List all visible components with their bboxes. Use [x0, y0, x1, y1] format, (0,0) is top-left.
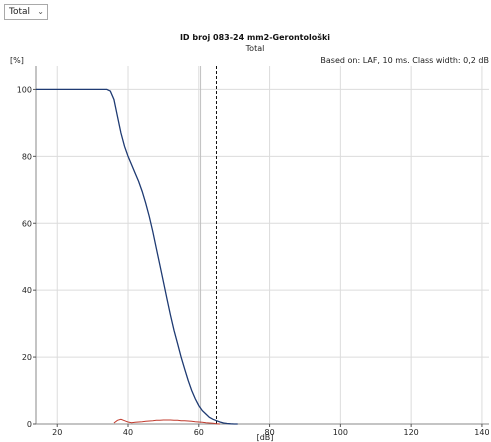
x-tick-label: 120	[404, 428, 419, 437]
y-tick-label: 100	[17, 85, 32, 94]
chart-subtitle: Total	[245, 44, 265, 53]
view-select-value: Total	[9, 7, 31, 17]
y-tick-label: 20	[22, 353, 32, 362]
view-select[interactable]: Total ⌄	[4, 4, 48, 20]
x-tick-label: 60	[194, 428, 204, 437]
series-line-0	[36, 88, 238, 425]
x-tick-label: 20	[52, 428, 62, 437]
x-axis-label: [dB]	[257, 433, 274, 442]
y-tick-label: 80	[22, 152, 32, 161]
y-axis-label: [%]	[10, 56, 24, 65]
y-tick-label: 40	[22, 286, 32, 295]
x-tick-label: 140	[474, 428, 489, 437]
x-tick-label: 80	[264, 428, 274, 437]
plot-area: 0 20 40 60 80 100 20 40 60 80 100 120 140	[17, 66, 490, 437]
x-tick-label: 100	[333, 428, 348, 437]
chevron-down-icon: ⌄	[37, 7, 44, 16]
y-tick-label: 60	[22, 219, 32, 228]
y-tick-label: 0	[27, 420, 32, 429]
chart-title: ID broj 083-24 mm2-Gerontološki	[180, 32, 330, 42]
chart-annotation: Based on: LAF, 10 ms. Class width: 0,2 d…	[320, 56, 489, 65]
series-line-1	[113, 418, 221, 425]
plot-background	[36, 66, 489, 424]
x-tick-label: 40	[123, 428, 133, 437]
